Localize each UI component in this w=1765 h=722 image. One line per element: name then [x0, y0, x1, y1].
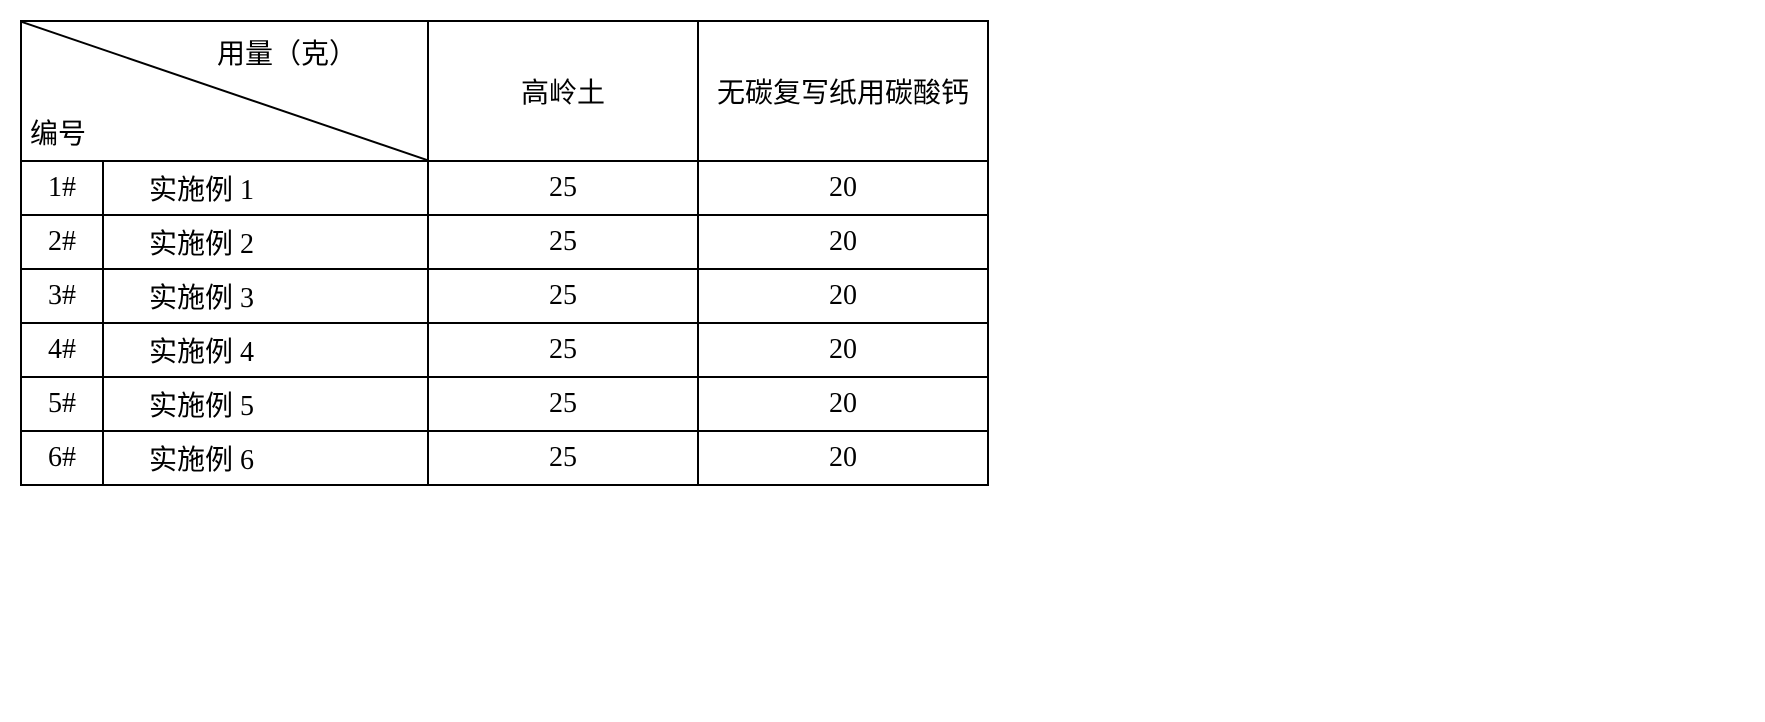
- data-table-container: 用量（克） 编号 高岭土 无碳复写纸用碳酸钙 1# 实施例 1 25 20 2#…: [20, 20, 965, 486]
- cell-kaolin: 25: [428, 377, 698, 431]
- cell-example: 实施例 6: [103, 431, 428, 485]
- cell-num: 5#: [21, 377, 103, 431]
- cell-example: 实施例 5: [103, 377, 428, 431]
- table-row: 1# 实施例 1 25 20: [21, 161, 988, 215]
- table-body: 1# 实施例 1 25 20 2# 实施例 2 25 20 3# 实施例 3 2…: [21, 161, 988, 485]
- cell-num: 6#: [21, 431, 103, 485]
- diagonal-header-cell: 用量（克） 编号: [21, 21, 428, 161]
- header-top-label: 用量（克）: [217, 32, 357, 72]
- column-header-calcium: 无碳复写纸用碳酸钙: [698, 21, 988, 161]
- cell-num: 3#: [21, 269, 103, 323]
- header-bottom-label: 编号: [30, 112, 86, 152]
- cell-calcium: 20: [698, 431, 988, 485]
- cell-calcium: 20: [698, 269, 988, 323]
- cell-kaolin: 25: [428, 323, 698, 377]
- cell-kaolin: 25: [428, 431, 698, 485]
- cell-num: 1#: [21, 161, 103, 215]
- cell-example: 实施例 4: [103, 323, 428, 377]
- table-row: 5# 实施例 5 25 20: [21, 377, 988, 431]
- cell-kaolin: 25: [428, 161, 698, 215]
- cell-calcium: 20: [698, 161, 988, 215]
- column-header-kaolin: 高岭土: [428, 21, 698, 161]
- table-row: 4# 实施例 4 25 20: [21, 323, 988, 377]
- cell-example: 实施例 3: [103, 269, 428, 323]
- cell-kaolin: 25: [428, 215, 698, 269]
- cell-example: 实施例 2: [103, 215, 428, 269]
- data-table: 用量（克） 编号 高岭土 无碳复写纸用碳酸钙 1# 实施例 1 25 20 2#…: [20, 20, 989, 486]
- cell-num: 4#: [21, 323, 103, 377]
- table-row: 3# 实施例 3 25 20: [21, 269, 988, 323]
- cell-example: 实施例 1: [103, 161, 428, 215]
- cell-num: 2#: [21, 215, 103, 269]
- header-row: 用量（克） 编号 高岭土 无碳复写纸用碳酸钙: [21, 21, 988, 161]
- cell-calcium: 20: [698, 215, 988, 269]
- cell-calcium: 20: [698, 323, 988, 377]
- cell-calcium: 20: [698, 377, 988, 431]
- table-row: 6# 实施例 6 25 20: [21, 431, 988, 485]
- table-row: 2# 实施例 2 25 20: [21, 215, 988, 269]
- cell-kaolin: 25: [428, 269, 698, 323]
